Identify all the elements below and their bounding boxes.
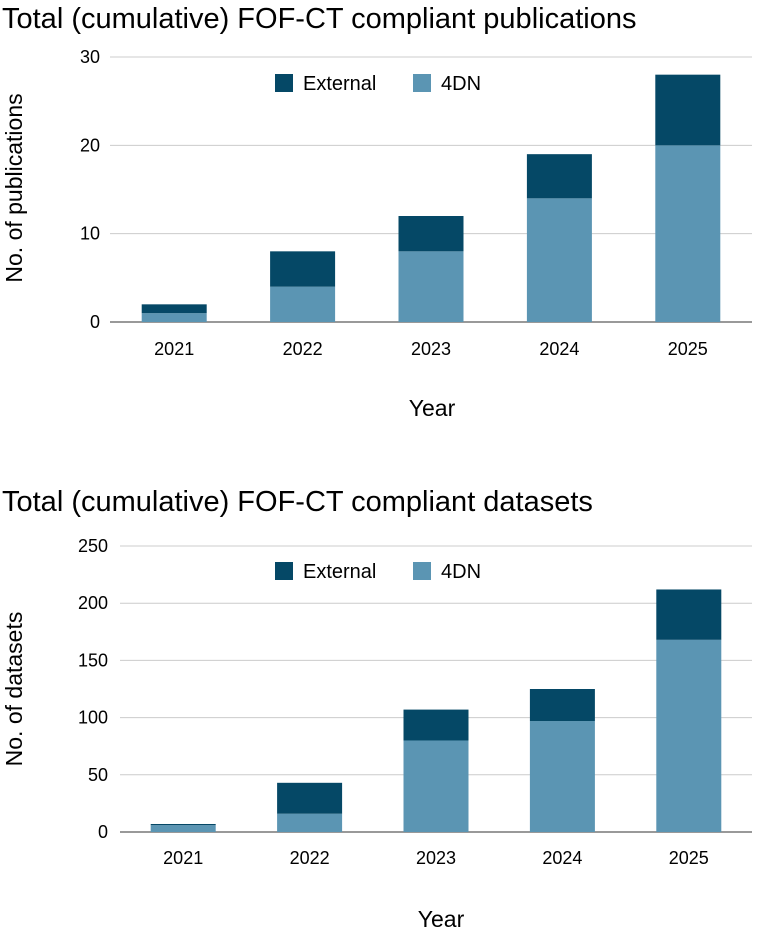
legend-swatch-external: [275, 74, 293, 92]
bar-4dn-2022: [270, 286, 336, 322]
bar-4dn-2023: [398, 251, 464, 322]
x-axis-ticks: 2021 2022 2023 2024 2025: [163, 848, 709, 868]
bar-external-2025: [656, 589, 722, 640]
bar-4dn-2025: [655, 145, 721, 322]
bar-4dn-2023: [403, 740, 469, 832]
x-tick-label: 2022: [290, 848, 330, 868]
bar-external-2023: [398, 216, 464, 252]
bar-4dn-2021: [141, 313, 207, 322]
legend-label-4dn: 4DN: [441, 73, 481, 95]
y-tick-label: 0: [90, 312, 100, 332]
x-tick-label: 2025: [669, 848, 709, 868]
x-tick-label: 2025: [668, 339, 708, 359]
y-tick-label: 20: [80, 135, 100, 155]
y-tick-label: 0: [98, 822, 108, 842]
legend-swatch-4dn: [413, 562, 431, 580]
legend: External 4DN: [275, 73, 481, 95]
x-tick-label: 2022: [283, 339, 323, 359]
bar-external-2021: [150, 823, 216, 826]
bar-4dn-2022: [277, 813, 343, 832]
x-tick-label: 2021: [154, 339, 194, 359]
chart-publications: Total (cumulative) FOF-CT compliant publ…: [1, 3, 752, 421]
y-tick-label: 100: [78, 708, 108, 728]
bar-external-2021: [141, 304, 207, 314]
x-axis-ticks: 2021 2022 2023 2024 2025: [154, 339, 708, 359]
bar-4dn-2021: [150, 825, 216, 832]
bar-4dn-2025: [656, 639, 722, 832]
y-tick-label: 30: [80, 47, 100, 67]
y-axis-ticks: 0 50 100 150 200 250: [78, 536, 108, 842]
y-axis-label: No. of publications: [1, 93, 27, 282]
bar-external-2022: [270, 251, 336, 287]
bar-external-2024: [529, 689, 595, 722]
x-tick-label: 2024: [542, 848, 582, 868]
x-tick-label: 2024: [539, 339, 579, 359]
x-axis-label: Year: [418, 906, 465, 932]
bar-external-2025: [655, 74, 721, 146]
legend-label-external: External: [303, 561, 376, 583]
legend-swatch-external: [275, 562, 293, 580]
bar-external-2024: [526, 154, 592, 199]
legend-label-4dn: 4DN: [441, 561, 481, 583]
x-tick-label: 2023: [416, 848, 456, 868]
legend-label-external: External: [303, 73, 376, 95]
legend-swatch-4dn: [413, 74, 431, 92]
y-tick-label: 10: [80, 224, 100, 244]
chart-title: Total (cumulative) FOF-CT compliant publ…: [2, 3, 636, 35]
x-axis-label: Year: [409, 395, 456, 421]
y-axis-label: No. of datasets: [1, 612, 27, 767]
bars: [150, 589, 722, 832]
y-tick-label: 200: [78, 593, 108, 613]
y-tick-label: 50: [88, 765, 108, 785]
legend: External 4DN: [275, 561, 481, 583]
bar-4dn-2024: [526, 198, 592, 322]
bar-4dn-2024: [529, 721, 595, 832]
bar-external-2022: [277, 782, 343, 814]
bars: [141, 74, 721, 322]
bar-external-2023: [403, 709, 469, 741]
y-tick-label: 150: [78, 650, 108, 670]
x-tick-label: 2021: [163, 848, 203, 868]
y-tick-label: 250: [78, 536, 108, 556]
y-axis-ticks: 0 10 20 30: [80, 47, 100, 332]
chart-datasets: Total (cumulative) FOF-CT compliant data…: [1, 486, 752, 932]
x-tick-label: 2023: [411, 339, 451, 359]
chart-title: Total (cumulative) FOF-CT compliant data…: [2, 486, 593, 518]
